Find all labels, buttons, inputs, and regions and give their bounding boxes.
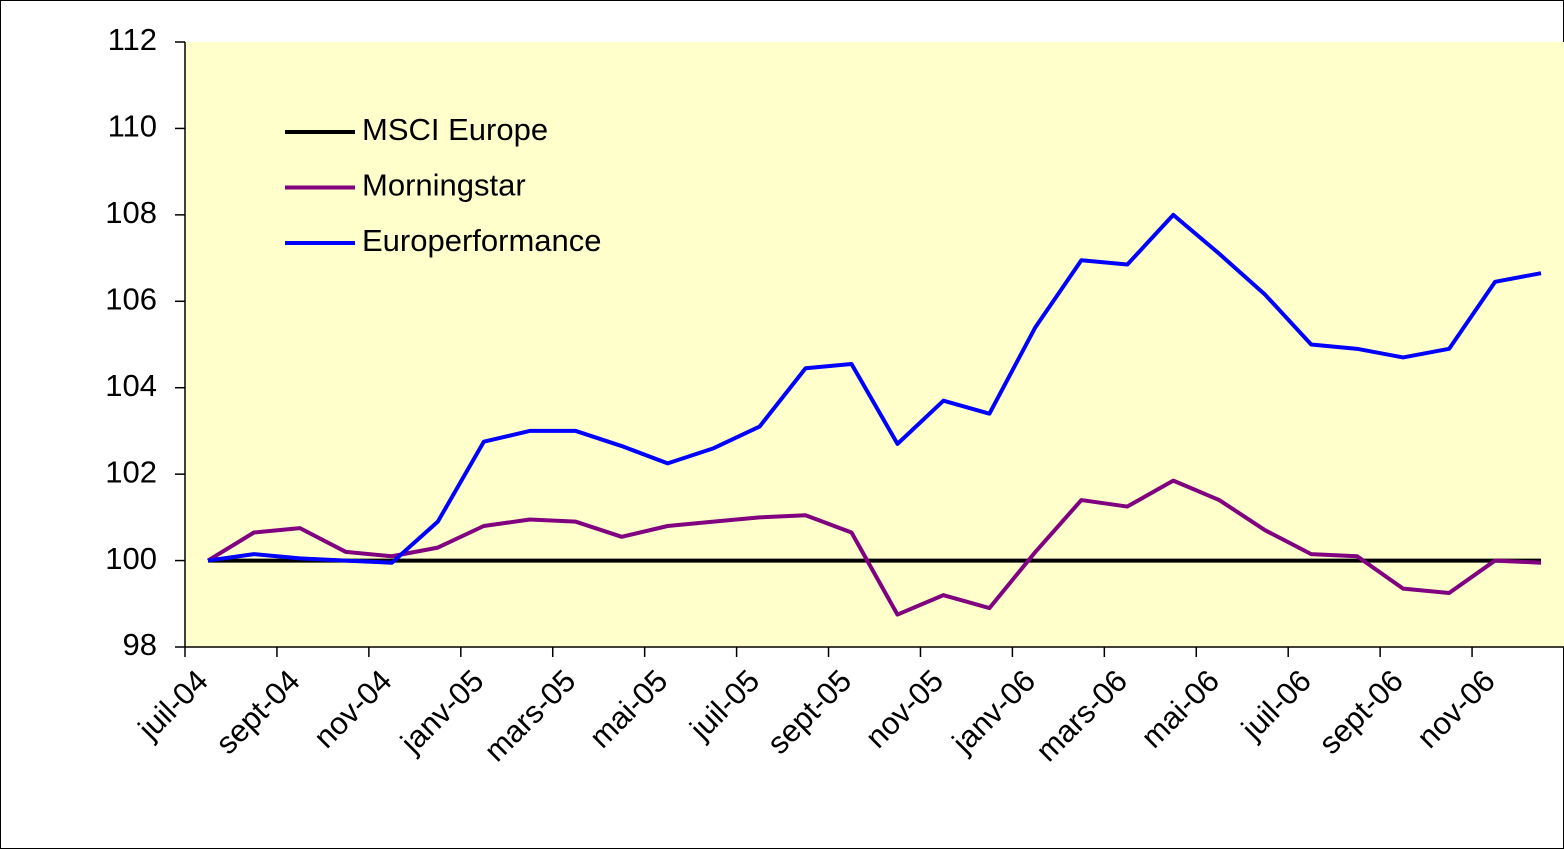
y-tick-label: 100	[105, 541, 157, 576]
y-tick-label: 106	[105, 281, 157, 316]
y-tick-label: 102	[105, 454, 157, 489]
y-tick-label: 108	[105, 195, 157, 230]
series-line	[207, 212, 1542, 565]
legend-label: MSCI Europe	[362, 112, 548, 147]
y-tick-label: 104	[105, 368, 157, 403]
legend-label: Morningstar	[362, 168, 526, 203]
series-line	[206, 478, 1542, 617]
plot-area	[185, 42, 1564, 647]
legend-label: Europerformance	[362, 223, 602, 258]
y-tick-label: 98	[123, 627, 157, 662]
y-tick-label: 112	[108, 22, 157, 57]
y-tick-label: 110	[108, 109, 157, 144]
